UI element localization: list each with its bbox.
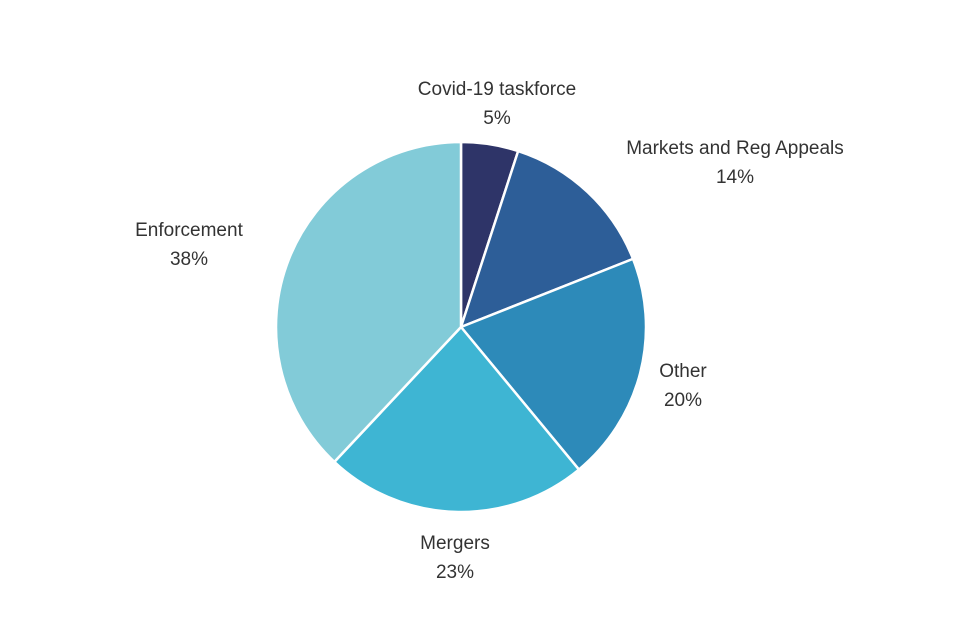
slice-value-covid: 5% [483,108,511,129]
slice-label-markets: Markets and Reg Appeals [626,138,844,159]
pie-slice-mergers [333,325,581,514]
slice-value-other: 20% [664,390,702,411]
pie-slices [274,140,648,514]
pie-slice-enforcement [274,140,463,464]
pie-slice-markets-and-reg-appeals [459,149,635,329]
slice-value-enforcement: 38% [170,249,208,270]
pie-slice-other [459,257,648,471]
slice-label-other: Other [659,361,707,382]
slice-value-mergers: 23% [436,562,474,583]
slice-value-markets: 14% [716,167,754,188]
slice-label-mergers: Mergers [420,533,490,554]
slice-label-enforcement: Enforcement [135,220,243,241]
slice-label-covid: Covid-19 taskforce [418,79,576,100]
pie-labels: Covid-19 taskforce 5% Markets and Reg Ap… [135,79,844,583]
